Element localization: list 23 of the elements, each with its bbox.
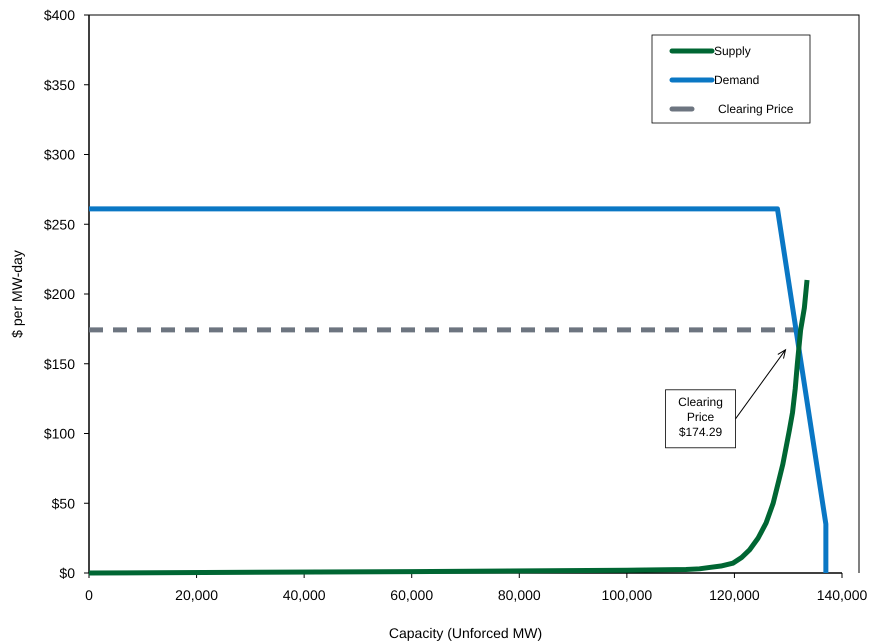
y-tick-label: $200 bbox=[44, 286, 76, 302]
y-tick-label: $0 bbox=[59, 565, 76, 581]
y-tick-label: $100 bbox=[44, 426, 76, 442]
y-tick-label: $400 bbox=[44, 7, 76, 23]
x-tick-label: 120,000 bbox=[709, 587, 760, 603]
y-tick-label: $300 bbox=[44, 146, 76, 162]
legend-label: Demand bbox=[714, 73, 760, 87]
x-tick-label: 80,000 bbox=[498, 587, 541, 603]
x-tick-label: 20,000 bbox=[175, 587, 218, 603]
legend-label: Clearing Price bbox=[718, 102, 794, 116]
x-axis-title: Capacity (Unforced MW) bbox=[388, 625, 542, 641]
y-tick-label: $50 bbox=[52, 495, 76, 512]
legend-label: Supply bbox=[714, 44, 751, 58]
y-tick-label: $150 bbox=[44, 356, 76, 372]
x-tick-label: 0 bbox=[85, 587, 94, 603]
x-tick-label: 40,000 bbox=[282, 587, 326, 603]
y-axis-title: $ per MW-day bbox=[9, 250, 25, 338]
x-tick-label: 140,000 bbox=[816, 587, 868, 603]
y-tick-label: $250 bbox=[44, 216, 76, 232]
y-tick-label: $350 bbox=[44, 76, 76, 93]
x-tick-label: 60,000 bbox=[390, 587, 434, 603]
x-tick-label: 100,000 bbox=[602, 587, 652, 603]
annotation: Clearing Price $174.29 bbox=[678, 394, 723, 439]
